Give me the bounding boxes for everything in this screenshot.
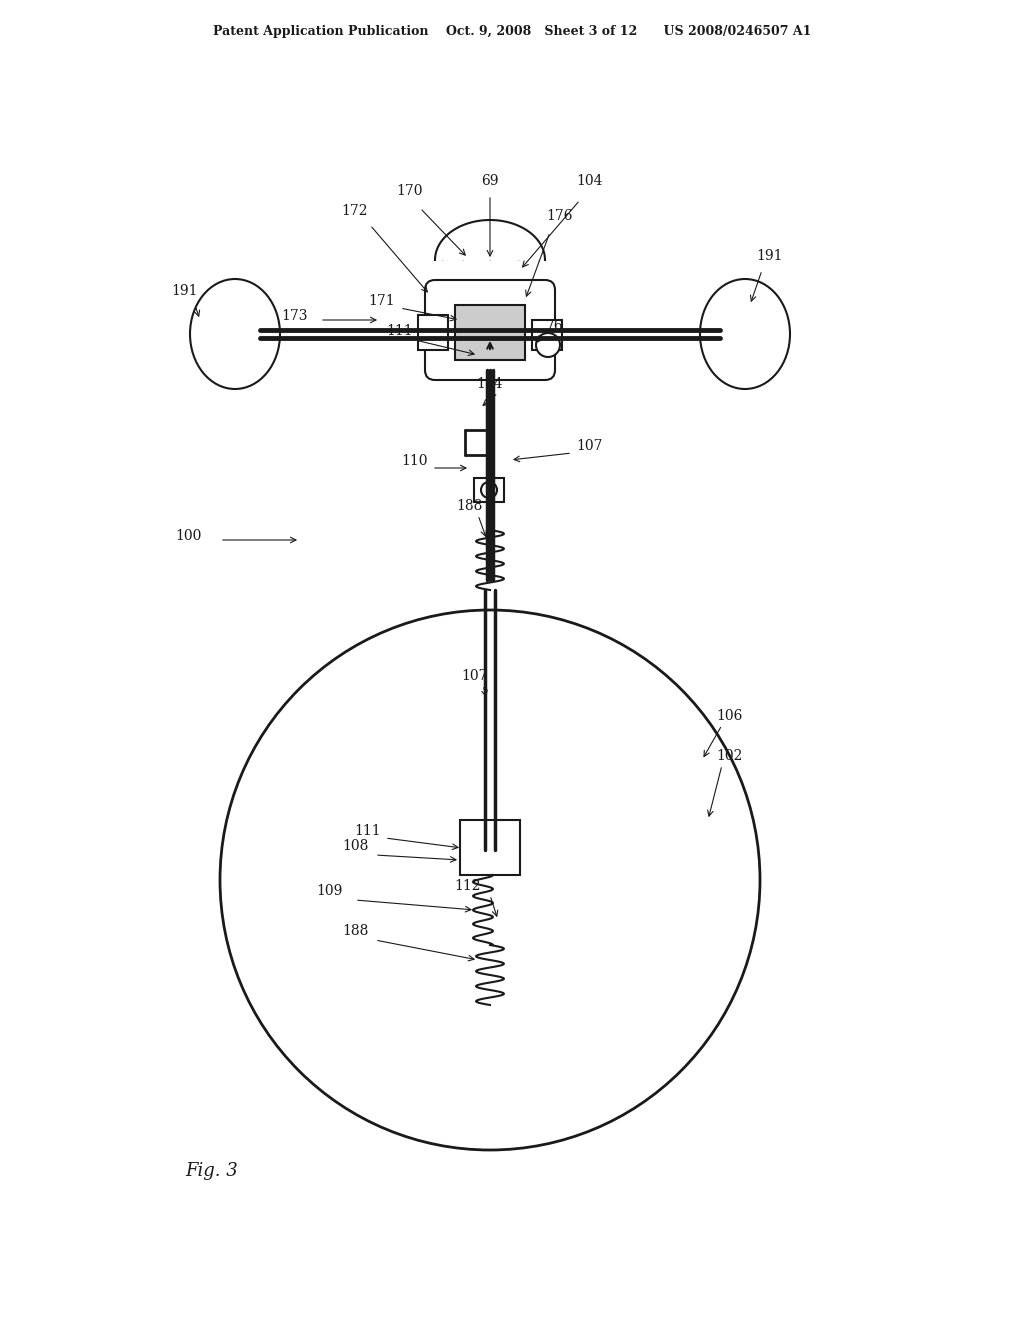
- Text: 188: 188: [457, 499, 483, 513]
- Text: 102: 102: [717, 748, 743, 763]
- Text: 172: 172: [342, 205, 369, 218]
- Bar: [532, 319, 562, 350]
- Text: 109: 109: [316, 884, 343, 898]
- Text: 173: 173: [282, 309, 308, 323]
- Text: Patent Application Publication    Oct. 9, 2008   Sheet 3 of 12      US 2008/0246: Patent Application Publication Oct. 9, 2…: [213, 25, 811, 38]
- Polygon shape: [435, 220, 545, 260]
- Text: 69: 69: [481, 174, 499, 187]
- Text: 114: 114: [477, 378, 504, 391]
- Text: 108: 108: [342, 840, 369, 853]
- Text: 170: 170: [396, 183, 423, 198]
- Text: 188: 188: [342, 924, 369, 939]
- Text: Fig. 3: Fig. 3: [185, 1162, 238, 1180]
- Text: 112: 112: [455, 879, 481, 894]
- Bar: [418, 315, 449, 350]
- Text: 111: 111: [354, 824, 381, 838]
- Text: 107: 107: [462, 669, 488, 682]
- Text: 171: 171: [369, 294, 395, 308]
- Bar: [474, 478, 504, 502]
- Text: 106: 106: [717, 709, 743, 723]
- Circle shape: [536, 333, 560, 356]
- Bar: [455, 305, 525, 360]
- Text: 191: 191: [172, 284, 199, 298]
- Text: 104: 104: [577, 174, 603, 187]
- FancyBboxPatch shape: [425, 280, 555, 380]
- Text: 76: 76: [546, 319, 564, 333]
- Bar: [460, 820, 520, 875]
- Text: 107: 107: [577, 440, 603, 453]
- Text: 176: 176: [547, 209, 573, 223]
- Text: 110: 110: [401, 454, 428, 469]
- Text: 111: 111: [387, 323, 414, 338]
- Text: 191: 191: [757, 249, 783, 263]
- Text: 100: 100: [175, 529, 202, 543]
